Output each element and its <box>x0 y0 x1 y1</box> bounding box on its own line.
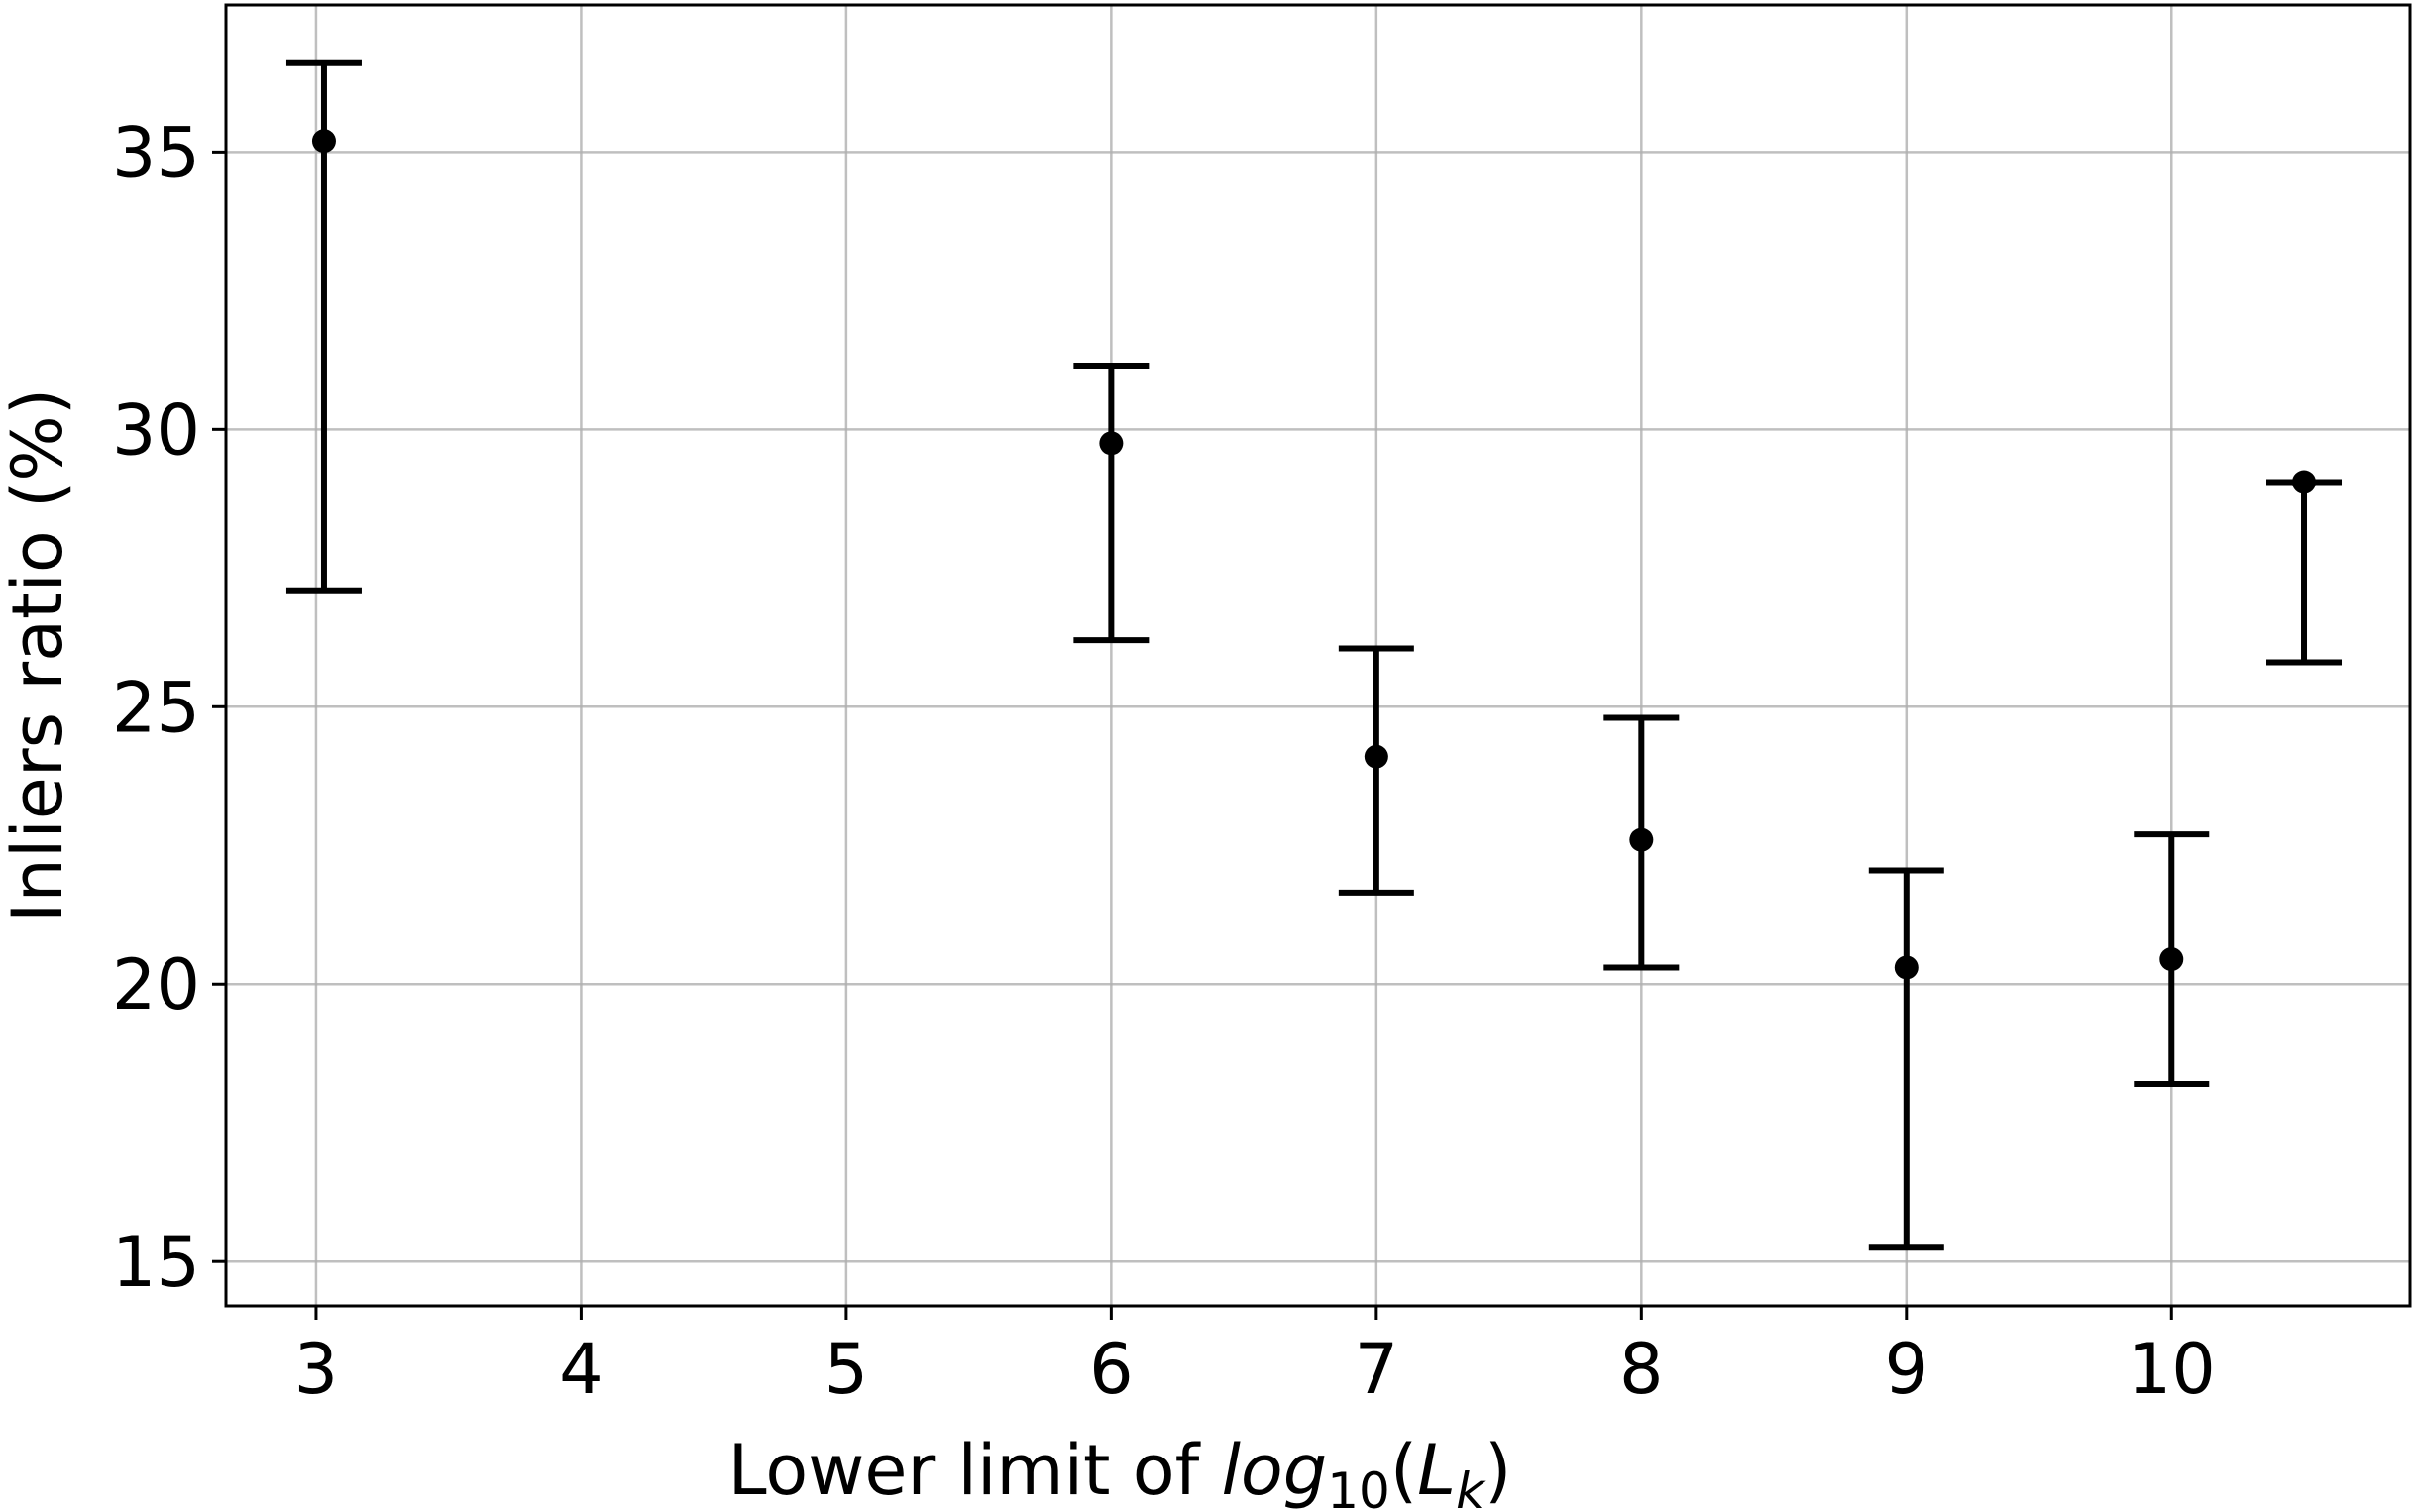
y-tick-label: 15 <box>112 1222 200 1303</box>
x-axis-label: Lower limit of log10(Lk) <box>728 1430 1512 1512</box>
data-point <box>1894 955 1919 980</box>
y-tick-label: 30 <box>112 389 200 471</box>
plot-area <box>285 59 2343 1251</box>
data-point <box>1629 827 1654 852</box>
data-point <box>311 129 336 154</box>
data-point <box>2292 470 2317 494</box>
x-axis-label-var: L <box>1417 1430 1456 1511</box>
x-tick-label: 5 <box>824 1329 869 1410</box>
data-point <box>2159 947 2184 972</box>
x-tick-label: 3 <box>294 1329 339 1410</box>
x-tick-label: 7 <box>1355 1329 1399 1410</box>
x-tick-label: 10 <box>2128 1329 2216 1410</box>
y-axis-label: Inliers ratio (%) <box>0 388 78 922</box>
data-point <box>1099 431 1124 456</box>
x-tick-label: 8 <box>1619 1329 1664 1410</box>
y-tick-label: 35 <box>112 112 200 193</box>
x-axis-label-open-paren: ( <box>1390 1430 1417 1511</box>
y-tick-label: 20 <box>112 944 200 1026</box>
y-tick-label: 25 <box>112 667 200 748</box>
x-tick-label: 4 <box>559 1329 604 1410</box>
axes-ticks: 3 4 5 6 7 8 9 10 15 20 25 30 35 <box>112 112 2216 1410</box>
x-axis-label-log-subscript: 10 <box>1327 1462 1390 1512</box>
plot-frame <box>224 3 2412 1308</box>
x-axis-label-var-subscript: k <box>1456 1462 1486 1512</box>
x-axis-label-close-paren: ) <box>1484 1430 1511 1511</box>
x-tick-label: 6 <box>1089 1329 1134 1410</box>
x-axis-label-log: log <box>1221 1430 1327 1511</box>
x-axis-label-prefix: Lower limit of <box>728 1430 1222 1511</box>
x-tick-label: 9 <box>1885 1329 1929 1410</box>
data-point <box>1364 744 1388 769</box>
grid <box>226 5 2410 1306</box>
